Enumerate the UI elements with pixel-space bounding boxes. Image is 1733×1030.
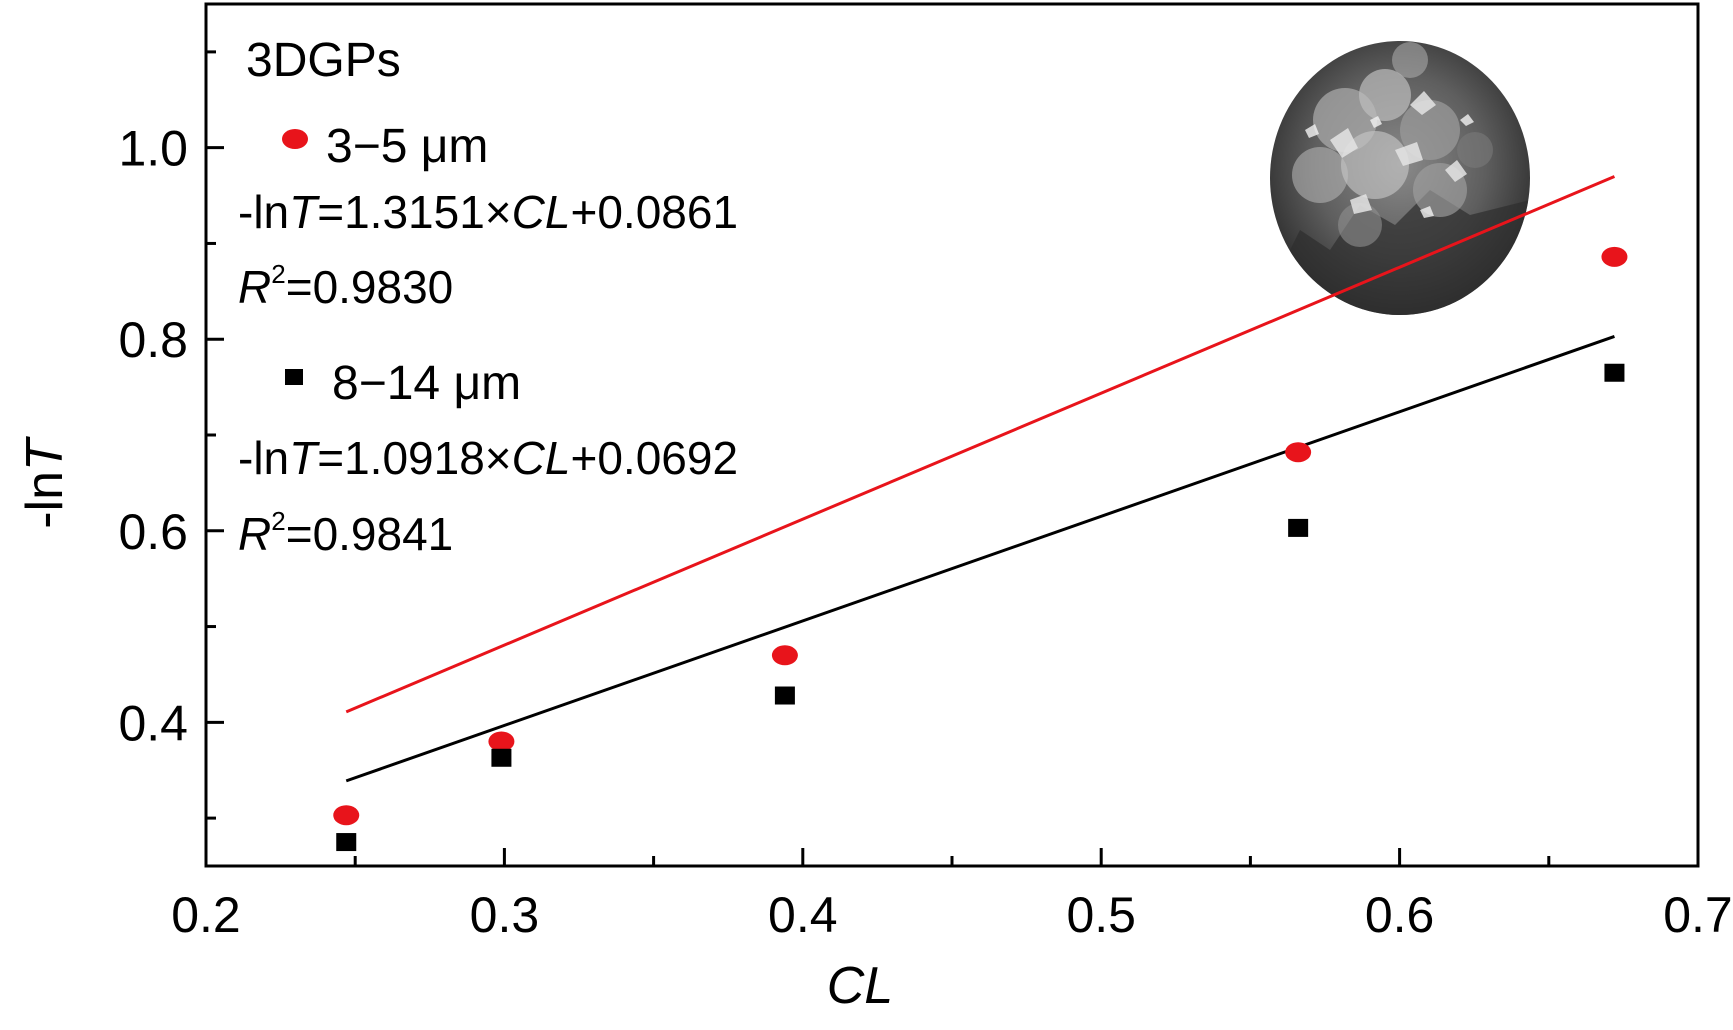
data-point-series-0: [333, 805, 360, 826]
data-point-series-1: [774, 686, 795, 705]
data-point-series-1: [1288, 518, 1309, 537]
fit-line-series-1: [345, 335, 1615, 783]
series-layer: [333, 175, 1628, 852]
y-tick-label: 0.4: [118, 695, 188, 751]
x-tick-label: 0.5: [1066, 887, 1136, 943]
y-axis-title: -lnT: [16, 436, 74, 529]
legend-entry-8-14um: 8−14 μm: [285, 357, 521, 410]
r2-value-8-14um: R2=0.9841: [238, 506, 453, 560]
legend-label-8-14um: 8−14 μm: [332, 357, 521, 410]
y-tick-label: 1.0: [118, 121, 188, 177]
legend-entry-3-5um: 3−5 μm: [282, 120, 488, 173]
legend-marker-3-5um: [282, 129, 308, 149]
r2-value-3-5um: R2=0.9830: [238, 259, 453, 313]
data-point-series-0: [771, 645, 798, 666]
data-point-series-1: [336, 833, 357, 852]
y-tick-label: 0.6: [118, 504, 188, 560]
data-point-series-0: [1601, 246, 1628, 267]
x-tick-label: 0.6: [1365, 887, 1435, 943]
fit-line-series-0: [345, 175, 1616, 714]
data-point-series-0: [1285, 442, 1312, 463]
data-point-series-1: [491, 748, 512, 767]
y-axis-title-variable: T: [16, 436, 74, 471]
x-tick-label: 0.3: [470, 887, 540, 943]
data-point-series-1: [1604, 363, 1625, 382]
legend-marker-8-14um: [285, 369, 303, 385]
sem-inset-image: [1270, 41, 1530, 315]
fit-equation-8-14um: -lnT=1.0918×CL+0.0692: [238, 432, 738, 484]
axis-ticks: [204, 50, 1700, 866]
data-point-series-0: [488, 731, 515, 752]
fit-equation-3-5um: -lnT=1.3151×CL+0.0861: [238, 186, 738, 238]
axis-tick-labels: 0.2 0.3 0.4 0.5 0.6 0.7 0.4 0.6 0.8 1.0: [118, 121, 1732, 943]
sample-annotation: 3DGPs: [246, 34, 401, 87]
y-tick-label: 0.8: [118, 312, 188, 368]
y-axis-title-prefix: -ln: [16, 471, 74, 529]
x-tick-label: 0.7: [1663, 887, 1733, 943]
x-axis-title: CL: [827, 957, 893, 1015]
x-tick-label: 0.4: [768, 887, 838, 943]
x-tick-label: 0.2: [171, 887, 241, 943]
legend-label-3-5um: 3−5 μm: [326, 120, 488, 173]
